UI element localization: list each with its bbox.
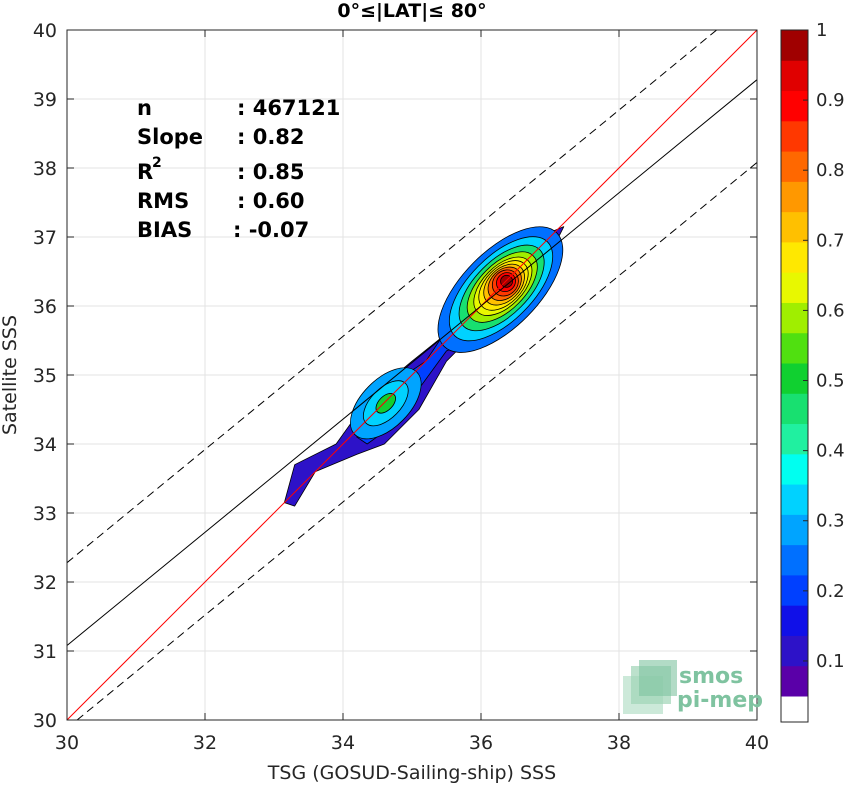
line-regression-upper <box>67 30 718 564</box>
colorbar-segment <box>781 393 808 425</box>
x-tick-label: 38 <box>607 732 631 754</box>
colorbar-frame <box>780 29 809 723</box>
colorbar-tick-label: 0.6 <box>816 300 845 321</box>
stat-bias-label: BIAS <box>137 218 192 242</box>
colorbar-segment <box>781 60 808 92</box>
line-regression <box>67 79 757 646</box>
colorbar-segment-empty <box>781 696 808 722</box>
colorbar-tick-label: 0.5 <box>816 371 845 392</box>
colorbar-tick-label: 0.2 <box>816 581 845 602</box>
colorbar-tick-label: 0.1 <box>816 651 845 672</box>
y-tick-label: 34 <box>33 434 57 456</box>
y-tick-label: 40 <box>33 20 57 42</box>
stats-block: n : 467121 Slope : 0.82 R 2 : 0.85 RMS :… <box>137 96 340 242</box>
y-tick-label: 35 <box>33 365 57 387</box>
colorbar-ticks: 0.1 0.2 0.3 0.4 0.5 0.6 0.7 0.8 0.9 1 <box>803 20 845 672</box>
stat-r2-sup: 2 <box>152 155 162 171</box>
y-tick-label: 30 <box>33 710 57 732</box>
smos-pi-mep-logo: smos pi-mep <box>623 660 763 714</box>
stat-n-label: n <box>137 96 152 120</box>
colorbar-segment <box>781 574 808 606</box>
colorbar-segment <box>781 484 808 515</box>
y-tick-label: 39 <box>33 89 57 111</box>
colorbar-tick-label: 0.3 <box>816 511 845 532</box>
density-contours <box>283 226 565 507</box>
stat-rms-value: : 0.60 <box>237 189 305 213</box>
contour-peak1-ring <box>500 274 513 288</box>
colorbar-segment <box>781 90 808 122</box>
colorbar-segment <box>781 272 808 303</box>
colorbar-segment <box>781 605 808 636</box>
stat-slope-value: : 0.82 <box>237 125 305 149</box>
colorbar-segment <box>781 544 808 576</box>
y-axis-label: Satellite SSS <box>0 315 21 435</box>
colorbar-segment <box>781 363 808 394</box>
reference-lines <box>67 30 757 720</box>
x-tick-label: 40 <box>745 732 769 754</box>
x-axis-label: TSG (GOSUD-Sailing-ship) SSS <box>267 762 556 784</box>
stat-r2-value: : 0.85 <box>237 160 305 184</box>
stat-rms-label: RMS <box>137 189 189 213</box>
x-tick-label: 34 <box>331 732 355 754</box>
colorbar-tick-label: 0.7 <box>816 230 845 251</box>
x-tick-label: 30 <box>55 732 79 754</box>
colorbar-segment <box>781 302 808 334</box>
colorbar-segment <box>781 30 808 61</box>
colorbar-tick-label: 1 <box>816 20 827 41</box>
line-identity <box>67 30 757 720</box>
grid <box>66 29 758 721</box>
colorbar-segment <box>781 181 808 213</box>
colorbar <box>780 29 809 723</box>
colorbar-tick-label: 0.9 <box>816 90 845 111</box>
colorbar-segment <box>781 514 808 546</box>
contour-peak2-core <box>375 393 396 414</box>
colorbar-segment <box>781 665 808 697</box>
y-tick-label: 38 <box>33 158 57 180</box>
stat-n-value: : 467121 <box>237 96 340 120</box>
colorbar-segment <box>781 151 808 182</box>
y-tick-label: 31 <box>33 641 57 663</box>
colorbar-segment <box>781 635 808 667</box>
stat-r2-label: R <box>137 160 153 184</box>
y-tick-label: 37 <box>33 227 57 249</box>
y-tick-label: 36 <box>33 296 57 318</box>
colorbar-segment <box>781 423 808 455</box>
y-axis-ticks: 30 31 32 33 34 35 36 37 38 39 40 <box>33 20 757 732</box>
stat-bias-value: : -0.07 <box>233 218 309 242</box>
y-tick-label: 32 <box>33 572 57 594</box>
y-tick-label: 33 <box>33 503 57 525</box>
colorbar-tick-label: 0.4 <box>816 441 845 462</box>
colorbar-segment <box>781 211 808 243</box>
colorbar-segment <box>781 332 808 364</box>
colorbar-segment <box>781 120 808 152</box>
x-tick-label: 36 <box>469 732 493 754</box>
colorbar-tick-label: 0.8 <box>816 160 845 181</box>
x-tick-label: 32 <box>193 732 217 754</box>
colorbar-segment <box>781 241 808 273</box>
chart-title: 0°≤|LAT|≤ 80° <box>337 0 486 22</box>
svg-text:pi-mep: pi-mep <box>677 688 763 713</box>
x-axis-ticks: 30 32 34 36 38 40 <box>55 30 769 754</box>
svg-text:smos: smos <box>679 664 743 689</box>
line-regression-lower <box>76 162 757 720</box>
colorbar-segment <box>781 453 808 485</box>
stat-slope-label: Slope <box>137 125 203 149</box>
